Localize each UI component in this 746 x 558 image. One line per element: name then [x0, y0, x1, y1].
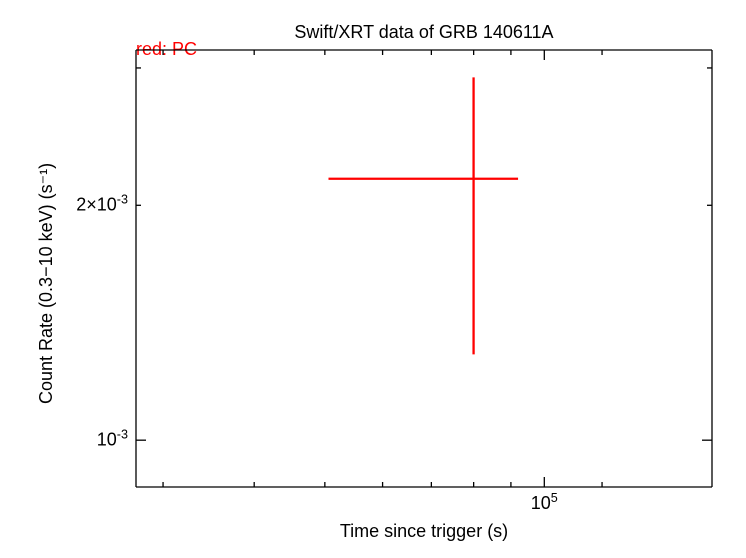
tick-label: 2×10-3 [76, 195, 128, 216]
tick-label: 10-3 [97, 430, 128, 451]
tick-label: 105 [531, 493, 558, 514]
chart-svg [0, 0, 746, 558]
